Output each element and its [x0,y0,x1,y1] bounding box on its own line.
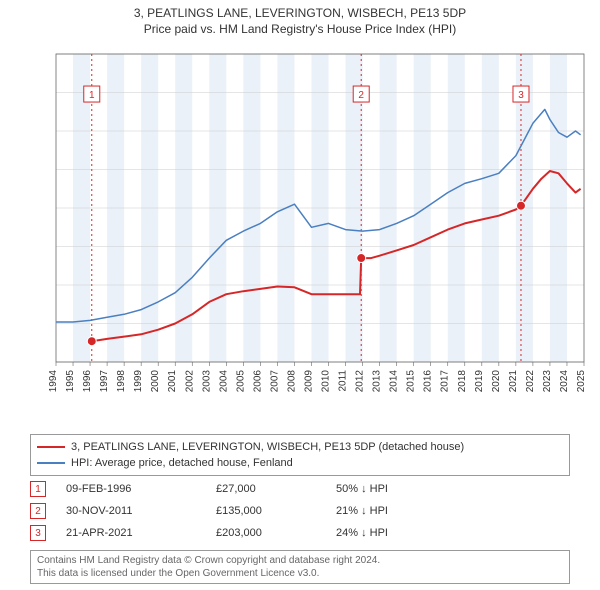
marker-box-1: 1 [30,481,46,497]
legend-row: HPI: Average price, detached house, Fenl… [37,455,563,471]
svg-text:1994: 1994 [48,370,59,393]
svg-text:2005: 2005 [235,370,246,393]
svg-text:2011: 2011 [338,370,349,392]
marker-num: 1 [35,484,41,495]
marker-box-2: 2 [30,503,46,519]
svg-text:2010: 2010 [321,370,332,393]
legend-swatch-1 [37,446,65,448]
svg-text:2: 2 [358,90,364,101]
transaction-price: £27,000 [216,483,316,495]
chart-svg: £0£50K£100K£150K£200K£250K£300K£350K£400… [48,50,588,400]
legend-box: 3, PEATLINGS LANE, LEVERINGTON, WISBECH,… [30,434,570,476]
svg-text:2022: 2022 [525,370,536,393]
legend-row: 3, PEATLINGS LANE, LEVERINGTON, WISBECH,… [37,439,563,455]
footer-line1: Contains HM Land Registry data © Crown c… [37,554,563,567]
transaction-date: 21-APR-2021 [66,527,196,539]
svg-text:1997: 1997 [99,370,110,393]
title-line2: Price paid vs. HM Land Registry's House … [0,22,600,36]
svg-text:2024: 2024 [559,370,570,393]
transaction-pct: 50% ↓ HPI [336,483,436,495]
svg-text:2003: 2003 [201,370,212,393]
svg-text:2014: 2014 [389,370,400,393]
svg-text:2013: 2013 [372,370,383,393]
title-line1: 3, PEATLINGS LANE, LEVERINGTON, WISBECH,… [0,6,600,20]
svg-text:2008: 2008 [286,370,297,393]
svg-text:1996: 1996 [82,370,93,393]
svg-text:2021: 2021 [508,370,519,393]
svg-text:2001: 2001 [167,370,178,393]
transaction-price: £135,000 [216,505,316,517]
footer-box: Contains HM Land Registry data © Crown c… [30,550,570,584]
transaction-date: 30-NOV-2011 [66,505,196,517]
transaction-row: 2 30-NOV-2011 £135,000 21% ↓ HPI [30,500,570,522]
svg-text:2012: 2012 [355,370,366,393]
transaction-row: 1 09-FEB-1996 £27,000 50% ↓ HPI [30,478,570,500]
legend-label-2: HPI: Average price, detached house, Fenl… [71,457,293,469]
svg-text:2019: 2019 [474,370,485,393]
svg-text:2018: 2018 [457,370,468,393]
svg-text:2016: 2016 [423,370,434,393]
transactions-block: 1 09-FEB-1996 £27,000 50% ↓ HPI 2 30-NOV… [30,478,570,544]
marker-num: 3 [35,528,41,539]
svg-text:2006: 2006 [252,370,263,393]
svg-text:3: 3 [518,90,524,101]
svg-text:2000: 2000 [150,370,161,393]
legend-swatch-2 [37,462,65,464]
svg-text:2023: 2023 [542,370,553,393]
svg-text:1998: 1998 [116,370,127,393]
svg-text:2004: 2004 [218,370,229,393]
chart-container: 3, PEATLINGS LANE, LEVERINGTON, WISBECH,… [0,0,600,590]
svg-text:2007: 2007 [269,370,280,393]
svg-text:2025: 2025 [576,370,587,393]
svg-text:2015: 2015 [406,370,417,393]
transaction-pct: 24% ↓ HPI [336,527,436,539]
svg-text:1: 1 [89,90,95,101]
transaction-date: 09-FEB-1996 [66,483,196,495]
svg-text:2009: 2009 [303,370,314,393]
svg-text:1995: 1995 [65,370,76,393]
legend-label-1: 3, PEATLINGS LANE, LEVERINGTON, WISBECH,… [71,441,464,453]
marker-num: 2 [35,506,41,517]
svg-text:1999: 1999 [133,370,144,393]
title-block: 3, PEATLINGS LANE, LEVERINGTON, WISBECH,… [0,0,600,36]
svg-text:2002: 2002 [184,370,195,393]
transaction-row: 3 21-APR-2021 £203,000 24% ↓ HPI [30,522,570,544]
transaction-pct: 21% ↓ HPI [336,505,436,517]
marker-box-3: 3 [30,525,46,541]
chart-area: £0£50K£100K£150K£200K£250K£300K£350K£400… [48,50,588,400]
footer-line2: This data is licensed under the Open Gov… [37,567,563,580]
transaction-price: £203,000 [216,527,316,539]
svg-text:2017: 2017 [440,370,451,393]
svg-text:2020: 2020 [491,370,502,393]
